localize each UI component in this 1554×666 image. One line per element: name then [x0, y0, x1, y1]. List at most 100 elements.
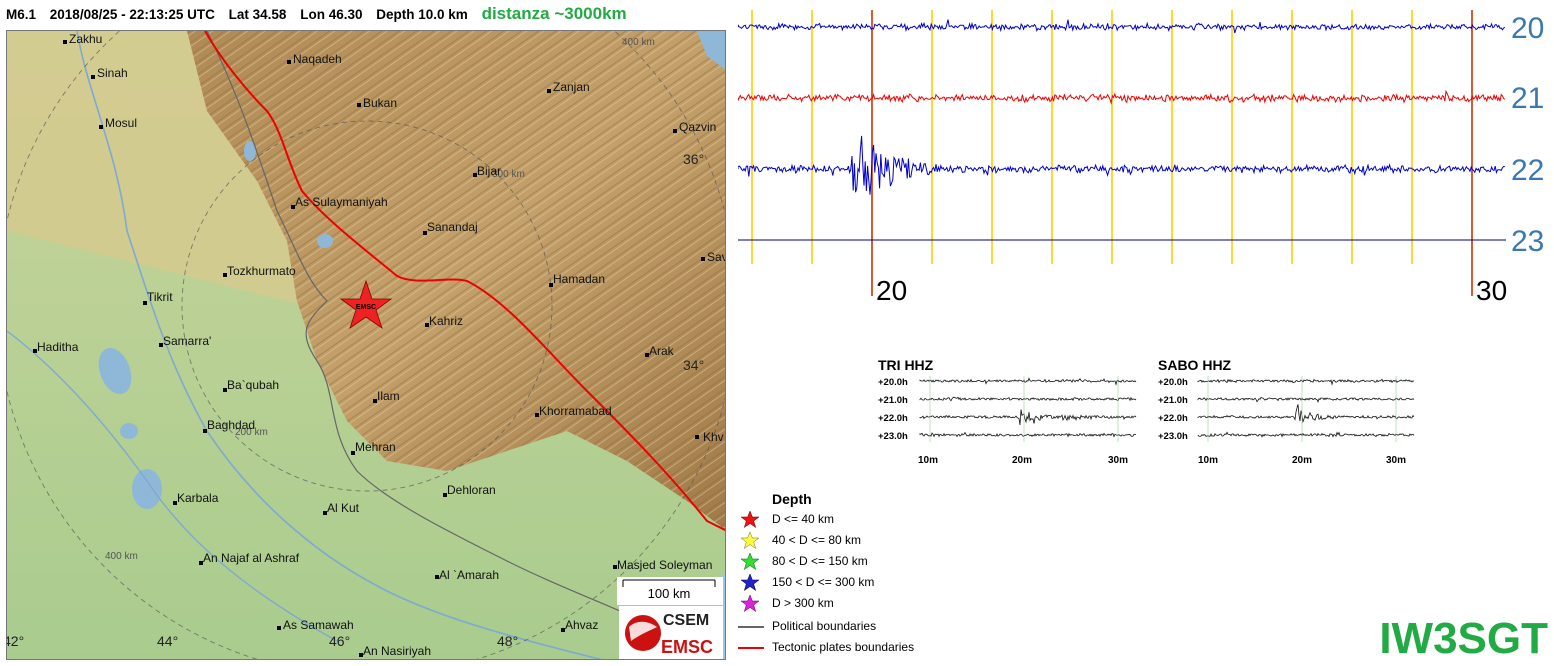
city-label: Qazvin [679, 120, 716, 134]
lake [317, 234, 333, 248]
helicorder-minute-lines [751, 10, 1473, 296]
hour-trace [738, 89, 1506, 105]
ring-label: 200 km [235, 427, 268, 438]
panel-trace [1197, 397, 1415, 403]
panel-tick: 30m [1108, 455, 1128, 466]
city-label: Karbala [177, 491, 219, 505]
hour-label-22: 22 [1511, 154, 1544, 187]
star-icon [740, 552, 760, 570]
city-label: Sanandaj [427, 220, 478, 234]
city-label: Baghdad [207, 418, 255, 432]
panel-tick: 30m [1386, 455, 1406, 466]
lon-tick-44: 44° [157, 633, 178, 649]
time-label-20: 20 [876, 275, 907, 306]
city-label: Sinah [97, 66, 128, 80]
legend-item-label: 80 < D <= 150 km [772, 554, 868, 568]
legend-title: Depth [772, 491, 812, 507]
panel-title: TRI HHZ [878, 357, 934, 373]
panel-title: SABO HHZ [1158, 357, 1232, 373]
hour-label-23: 23 [1511, 225, 1544, 258]
city-label: Naqadeh [293, 52, 342, 66]
euphrates-river [7, 330, 338, 642]
city-label: Sav [707, 250, 726, 264]
city-label: Ahvaz [565, 618, 598, 632]
legend-item-label: 40 < D <= 80 km [772, 533, 862, 547]
city-label: Bukan [363, 96, 397, 110]
station-panel-tri: TRI HHZ +20.0h +21.0h +22.0h +23.0h 10m … [878, 357, 1137, 466]
scale-bar: 100 km [617, 577, 723, 605]
lon-tick-42: 42° [7, 633, 24, 649]
city-label: Kahriz [429, 314, 463, 328]
lon-tick-46: 46° [329, 633, 350, 649]
city-label: Zanjan [553, 80, 590, 94]
line-swatch [738, 626, 764, 628]
star-icon [740, 531, 760, 549]
lat-tick-36: 36° [683, 151, 704, 167]
helicorder: 20 21 22 23 20 30 [738, 10, 1544, 306]
city-label: Hamadan [553, 272, 605, 286]
lake [98, 347, 132, 395]
distance-ring [181, 120, 553, 492]
panel-tick: 20m [1012, 455, 1032, 466]
lake [120, 423, 138, 439]
city-label: Tikrit [147, 290, 173, 304]
city-label: Masjed Soleyman [617, 558, 712, 572]
ring-label: 300 km [492, 169, 525, 180]
caspian-sea [697, 31, 725, 70]
logo-text-top: CSEM [663, 612, 709, 629]
event-header: M6.1 2018/08/25 - 22:13:25 UTC Lat 34.58… [6, 4, 627, 24]
hour-trace [738, 135, 1505, 195]
panel-trace [919, 431, 1137, 438]
city-label: Mehran [355, 440, 396, 454]
lake [132, 469, 162, 509]
city-label: An Nasiriyah [363, 644, 431, 658]
city-label: Mosul [105, 116, 137, 130]
panel-trace [1197, 431, 1415, 438]
panel-trace [919, 396, 1137, 402]
panel-tick: 20m [1292, 455, 1312, 466]
event-lon: Lon 46.30 [300, 7, 363, 22]
event-depth: Depth 10.0 km [376, 7, 468, 22]
panel-tick: 10m [918, 455, 938, 466]
panel-row-label: +22.0h [1158, 413, 1188, 424]
epicenter-label: EMSC [356, 304, 376, 311]
city-label: Ilam [377, 389, 400, 403]
panel-row-label: +21.0h [1158, 395, 1188, 406]
city-label: Ba`qubah [227, 378, 279, 392]
tectonic-boundary [204, 31, 725, 532]
ring-label: 400 km [105, 551, 138, 562]
city-label: As Samawah [283, 618, 354, 632]
station-panels: TRI HHZ +20.0h +21.0h +22.0h +23.0h 10m … [878, 357, 1415, 466]
hour-trace [738, 19, 1506, 34]
event-datetime: 2018/08/25 - 22:13:25 UTC [49, 7, 215, 22]
epicenter-map: 44° 46° 48° 42° 36° 34° 400 km 300 km 20… [6, 30, 726, 660]
star-icon [740, 573, 760, 591]
ring-label: 400 km [622, 37, 655, 48]
city-markers: Zakhu Naqadeh Sinah Zanjan Bukan Mosul Q… [33, 32, 726, 658]
panel-row-label: +20.0h [878, 377, 908, 388]
legend-line-label: Political boundaries [772, 619, 877, 633]
panel-row-label: +21.0h [878, 395, 908, 406]
city-label: Tozkhurmato [227, 264, 296, 278]
city-label: As Sulaymaniyah [295, 195, 388, 209]
city-label: Al Kut [327, 501, 360, 515]
city-label: An Najaf al Ashraf [203, 551, 300, 565]
station-panel-sabo: SABO HHZ +20.0h +21.0h +22.0h +23.0h 10m… [1158, 357, 1415, 466]
lat-tick-34: 34° [683, 357, 704, 373]
logo-text-bottom: EMSC [661, 637, 713, 657]
legend-line-label: Tectonic plates boundaries [772, 640, 915, 654]
city-label: Haditha [37, 340, 79, 354]
event-lat: Lat 34.58 [228, 7, 287, 22]
panel-trace [919, 377, 1137, 386]
lake [244, 141, 256, 161]
epicenter-star[interactable]: EMSC [339, 279, 393, 330]
helicorder-traces [738, 19, 1506, 241]
panel-trace [919, 409, 1137, 426]
panel-row-label: +23.0h [1158, 431, 1188, 442]
panel-row-label: +22.0h [878, 413, 908, 424]
distance-label: distanza ~3000km [481, 4, 627, 23]
city-label: Khorramabad [539, 404, 612, 418]
legend-item-label: 150 < D <= 300 km [772, 575, 875, 589]
magnitude: M6.1 [6, 7, 37, 22]
legend-item-label: D > 300 km [772, 596, 834, 610]
